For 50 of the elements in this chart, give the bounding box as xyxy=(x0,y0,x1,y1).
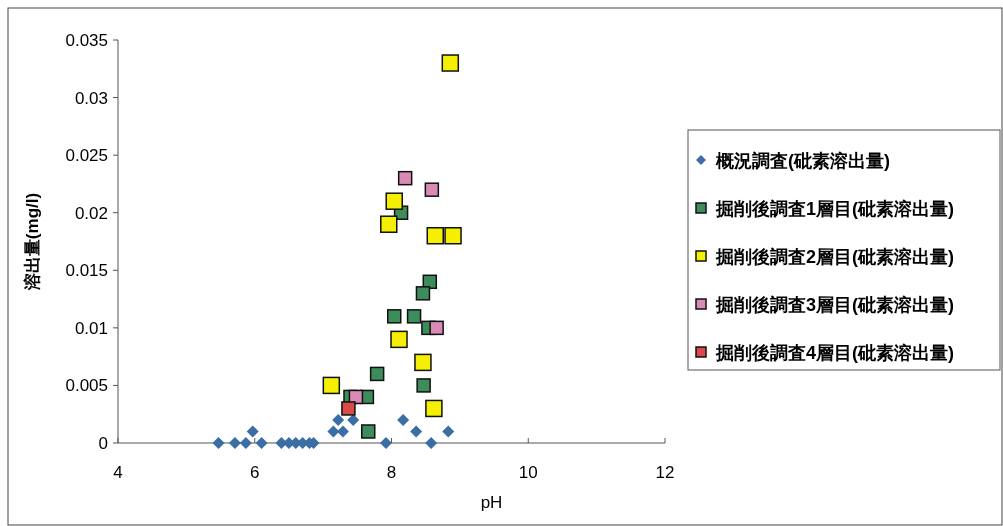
point xyxy=(424,182,440,197)
point xyxy=(228,437,241,449)
point xyxy=(390,330,408,349)
point xyxy=(416,378,431,393)
legend-label: 概況調査(砒素溶出量) xyxy=(715,151,890,171)
point xyxy=(444,226,462,245)
point xyxy=(442,425,455,438)
point xyxy=(426,226,445,245)
x-tick-label: 8 xyxy=(386,463,397,482)
point xyxy=(361,424,376,439)
x-tick-label: 12 xyxy=(655,463,675,482)
point xyxy=(410,425,423,438)
x-tick-label: 10 xyxy=(518,463,538,482)
y-tick-label: 0.025 xyxy=(65,146,108,166)
point xyxy=(385,192,403,210)
point xyxy=(397,413,410,426)
point xyxy=(327,425,340,438)
point xyxy=(415,286,431,301)
point xyxy=(406,309,422,324)
y-tick-label: 0 xyxy=(98,434,108,453)
y-tick-label: 0.02 xyxy=(74,203,108,223)
point xyxy=(255,437,268,449)
x-tick-label: 4 xyxy=(113,463,123,482)
point xyxy=(212,437,225,449)
point xyxy=(332,413,345,426)
point xyxy=(425,437,438,449)
y-axis-title: 溶出量(mg/l) xyxy=(23,192,42,292)
point xyxy=(322,376,341,395)
point xyxy=(380,437,393,449)
point xyxy=(386,309,402,324)
legend-label: 掘削後調査3層目(砒素溶出量) xyxy=(715,295,954,315)
point xyxy=(441,54,460,72)
point xyxy=(425,399,443,418)
point xyxy=(429,320,444,336)
point xyxy=(380,215,398,233)
y-tick-label: 0.005 xyxy=(65,376,108,396)
point xyxy=(369,366,385,382)
legend-label: 掘削後調査4層目(砒素溶出量) xyxy=(715,343,954,363)
point xyxy=(246,425,259,438)
point xyxy=(239,437,252,449)
point xyxy=(397,170,413,186)
x-axis-title: pH xyxy=(480,493,503,512)
y-tick-label: 0.03 xyxy=(74,88,108,108)
legend-label: 掘削後調査1層目(砒素溶出量) xyxy=(715,199,954,219)
point xyxy=(414,353,432,372)
legend-label: 掘削後調査2層目(砒素溶出量) xyxy=(715,247,954,267)
y-tick-label: 0.015 xyxy=(65,261,108,281)
x-tick-label: 6 xyxy=(250,463,260,482)
y-tick-label: 0.01 xyxy=(74,318,108,338)
y-tick-label: 0.035 xyxy=(65,31,108,50)
